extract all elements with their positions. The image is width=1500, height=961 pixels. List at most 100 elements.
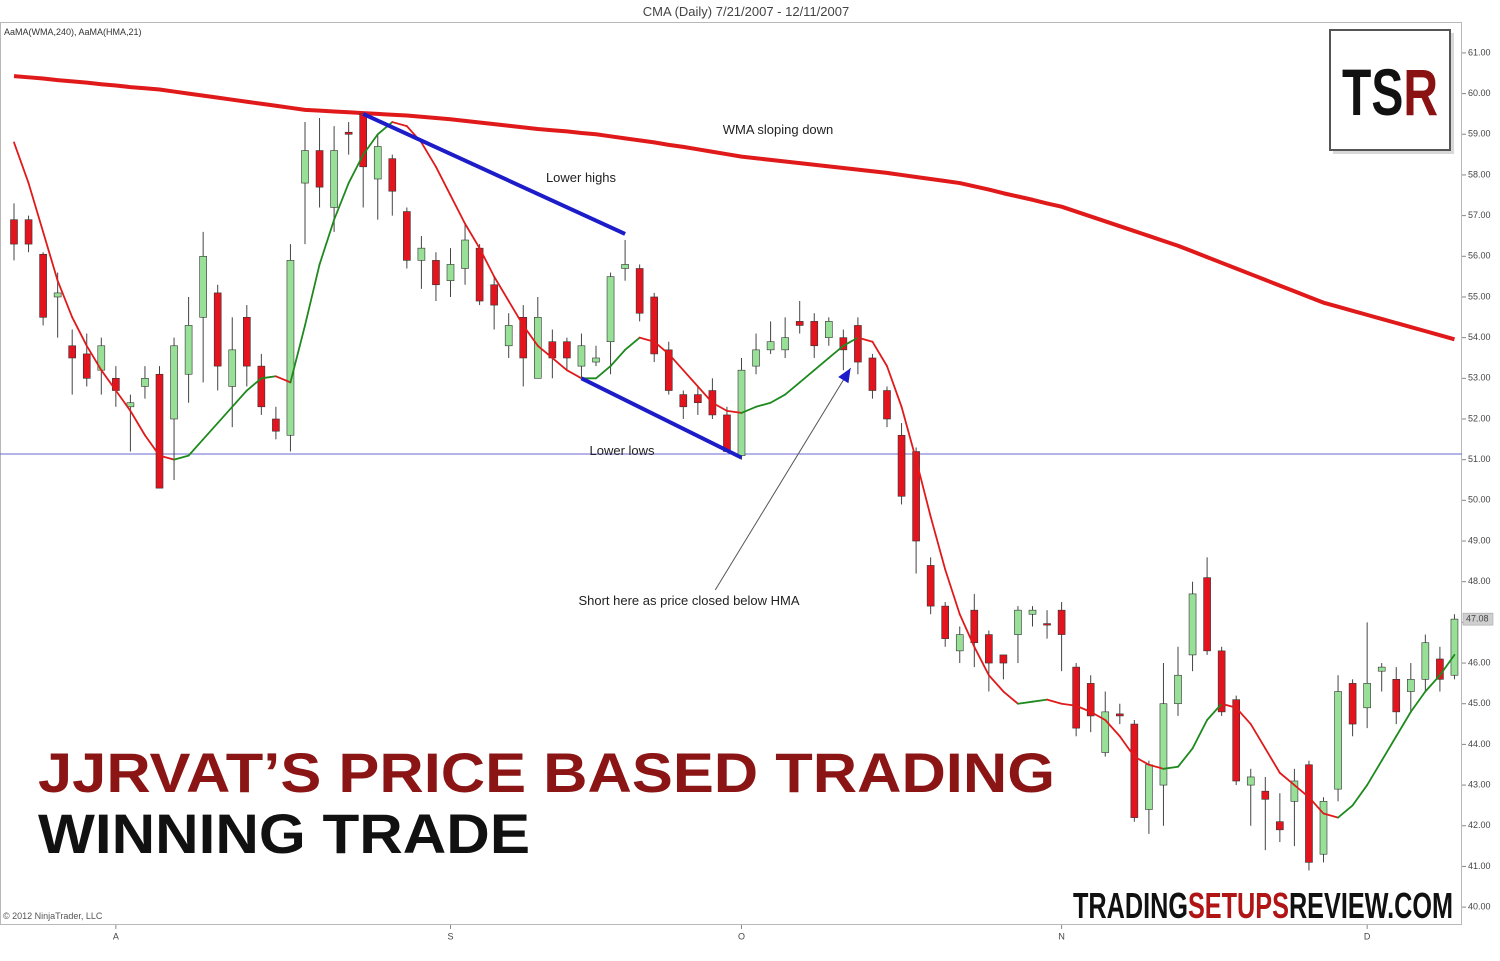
candle-body [854,325,862,363]
y-tick-label: 54.00 [1468,332,1491,342]
chart-title: CMA (Daily) 7/21/2007 - 12/11/2007 [643,4,849,19]
hma-segment [944,568,961,616]
indicator-label: AaMA(WMA,240), AaMA(HMA,21) [4,27,142,37]
candle-body [257,365,266,408]
hma-segment [1337,804,1354,819]
hma-segment [682,369,699,388]
candle-body [694,394,702,404]
trendline [362,112,626,236]
hma-segment [1308,796,1325,815]
copyright: © 2012 NinjaTrader, LLC [3,911,103,921]
hma-segment [987,674,1005,693]
hma-segment [231,389,248,408]
candle-body [1086,683,1095,717]
candle-body [1174,674,1182,705]
hma-segment [1264,747,1281,774]
candle-body [985,634,993,664]
candle-body [330,150,338,208]
hma-segment [304,263,321,327]
hma-segment [638,336,656,343]
hma-segment [595,365,612,380]
plot-area: 40.0041.0042.0043.0044.0045.0046.0047.00… [0,47,1491,941]
hma-segment [900,405,917,461]
hma-segment [1148,763,1165,770]
hma-segment [71,316,88,347]
logo-box [1329,29,1451,151]
candle-body [68,345,76,359]
arrow-head [838,368,851,384]
candle-body [664,349,673,391]
candle-body [243,317,251,367]
candle-body [883,390,891,420]
candle-body [1450,618,1459,676]
hma-segment [1424,674,1441,693]
hma-segment [1075,704,1092,713]
hma-segment [696,385,714,404]
x-tick-label: A [113,931,119,941]
candle-body [417,247,426,261]
candle-body [810,321,819,347]
hma-segment [100,369,117,392]
candle-body [1203,577,1211,652]
candle-body [1232,699,1240,782]
hma-segment [1220,702,1238,709]
hma-segment [435,165,452,197]
annotation: Short here as price closed below HMA [578,593,799,608]
y-tick-label: 57.00 [1468,210,1491,220]
candle-body [184,325,193,375]
hma-segment [318,218,336,266]
last-price-label: 47.08 [1466,613,1489,623]
y-tick-label: 51.00 [1468,454,1491,464]
hma-segment [245,377,263,392]
hma-segment [158,454,175,461]
y-tick-label: 41.00 [1468,861,1491,871]
candle-body [1290,780,1299,802]
candle-body [1319,801,1328,855]
hma-segment [1322,812,1339,819]
hma-segment [871,340,888,368]
candle-body [301,150,309,184]
hma-segment [260,375,277,380]
hma-segment [449,194,466,225]
hma-segment [274,375,292,384]
candle-body [1145,764,1153,810]
candle-body [650,296,659,355]
candle-body [475,247,484,302]
candle-body [213,292,222,367]
hma-segment [173,454,190,461]
candle-body [1261,790,1270,800]
candle-body [1028,609,1037,615]
logo-right: R [1403,55,1438,129]
x-tick-label: O [738,931,745,941]
hma-segment [973,645,990,677]
hma-segment [464,222,481,250]
candle-body [112,378,120,391]
candle-body [635,268,644,314]
annotation: Lower lows [589,443,655,458]
candle-body [344,131,353,135]
logo-left: TS [1342,55,1403,129]
hma-segment [784,381,801,396]
candle-body [752,349,760,367]
hma-segment [857,336,874,343]
candle-body [388,158,397,192]
hma-segment [522,324,539,347]
candle-body [272,418,280,432]
annotation: Lower highs [546,170,617,185]
candle-body [868,357,877,391]
hma-segment [842,336,859,347]
hma-segment [1191,719,1208,750]
candle-body [1407,679,1415,692]
hma-segment [1017,700,1034,705]
plot-border [0,22,1462,925]
y-tick-label: 61.00 [1468,47,1491,57]
hma-segment [187,438,205,457]
hma-segment [1380,735,1398,762]
y-tick-label: 46.00 [1468,657,1491,667]
candle-body [824,321,833,338]
y-tick-label: 60.00 [1468,88,1491,98]
candle-body [1334,691,1342,790]
hma-segment [1162,765,1179,770]
candle-body [926,565,935,607]
hma-segment [1177,747,1194,768]
